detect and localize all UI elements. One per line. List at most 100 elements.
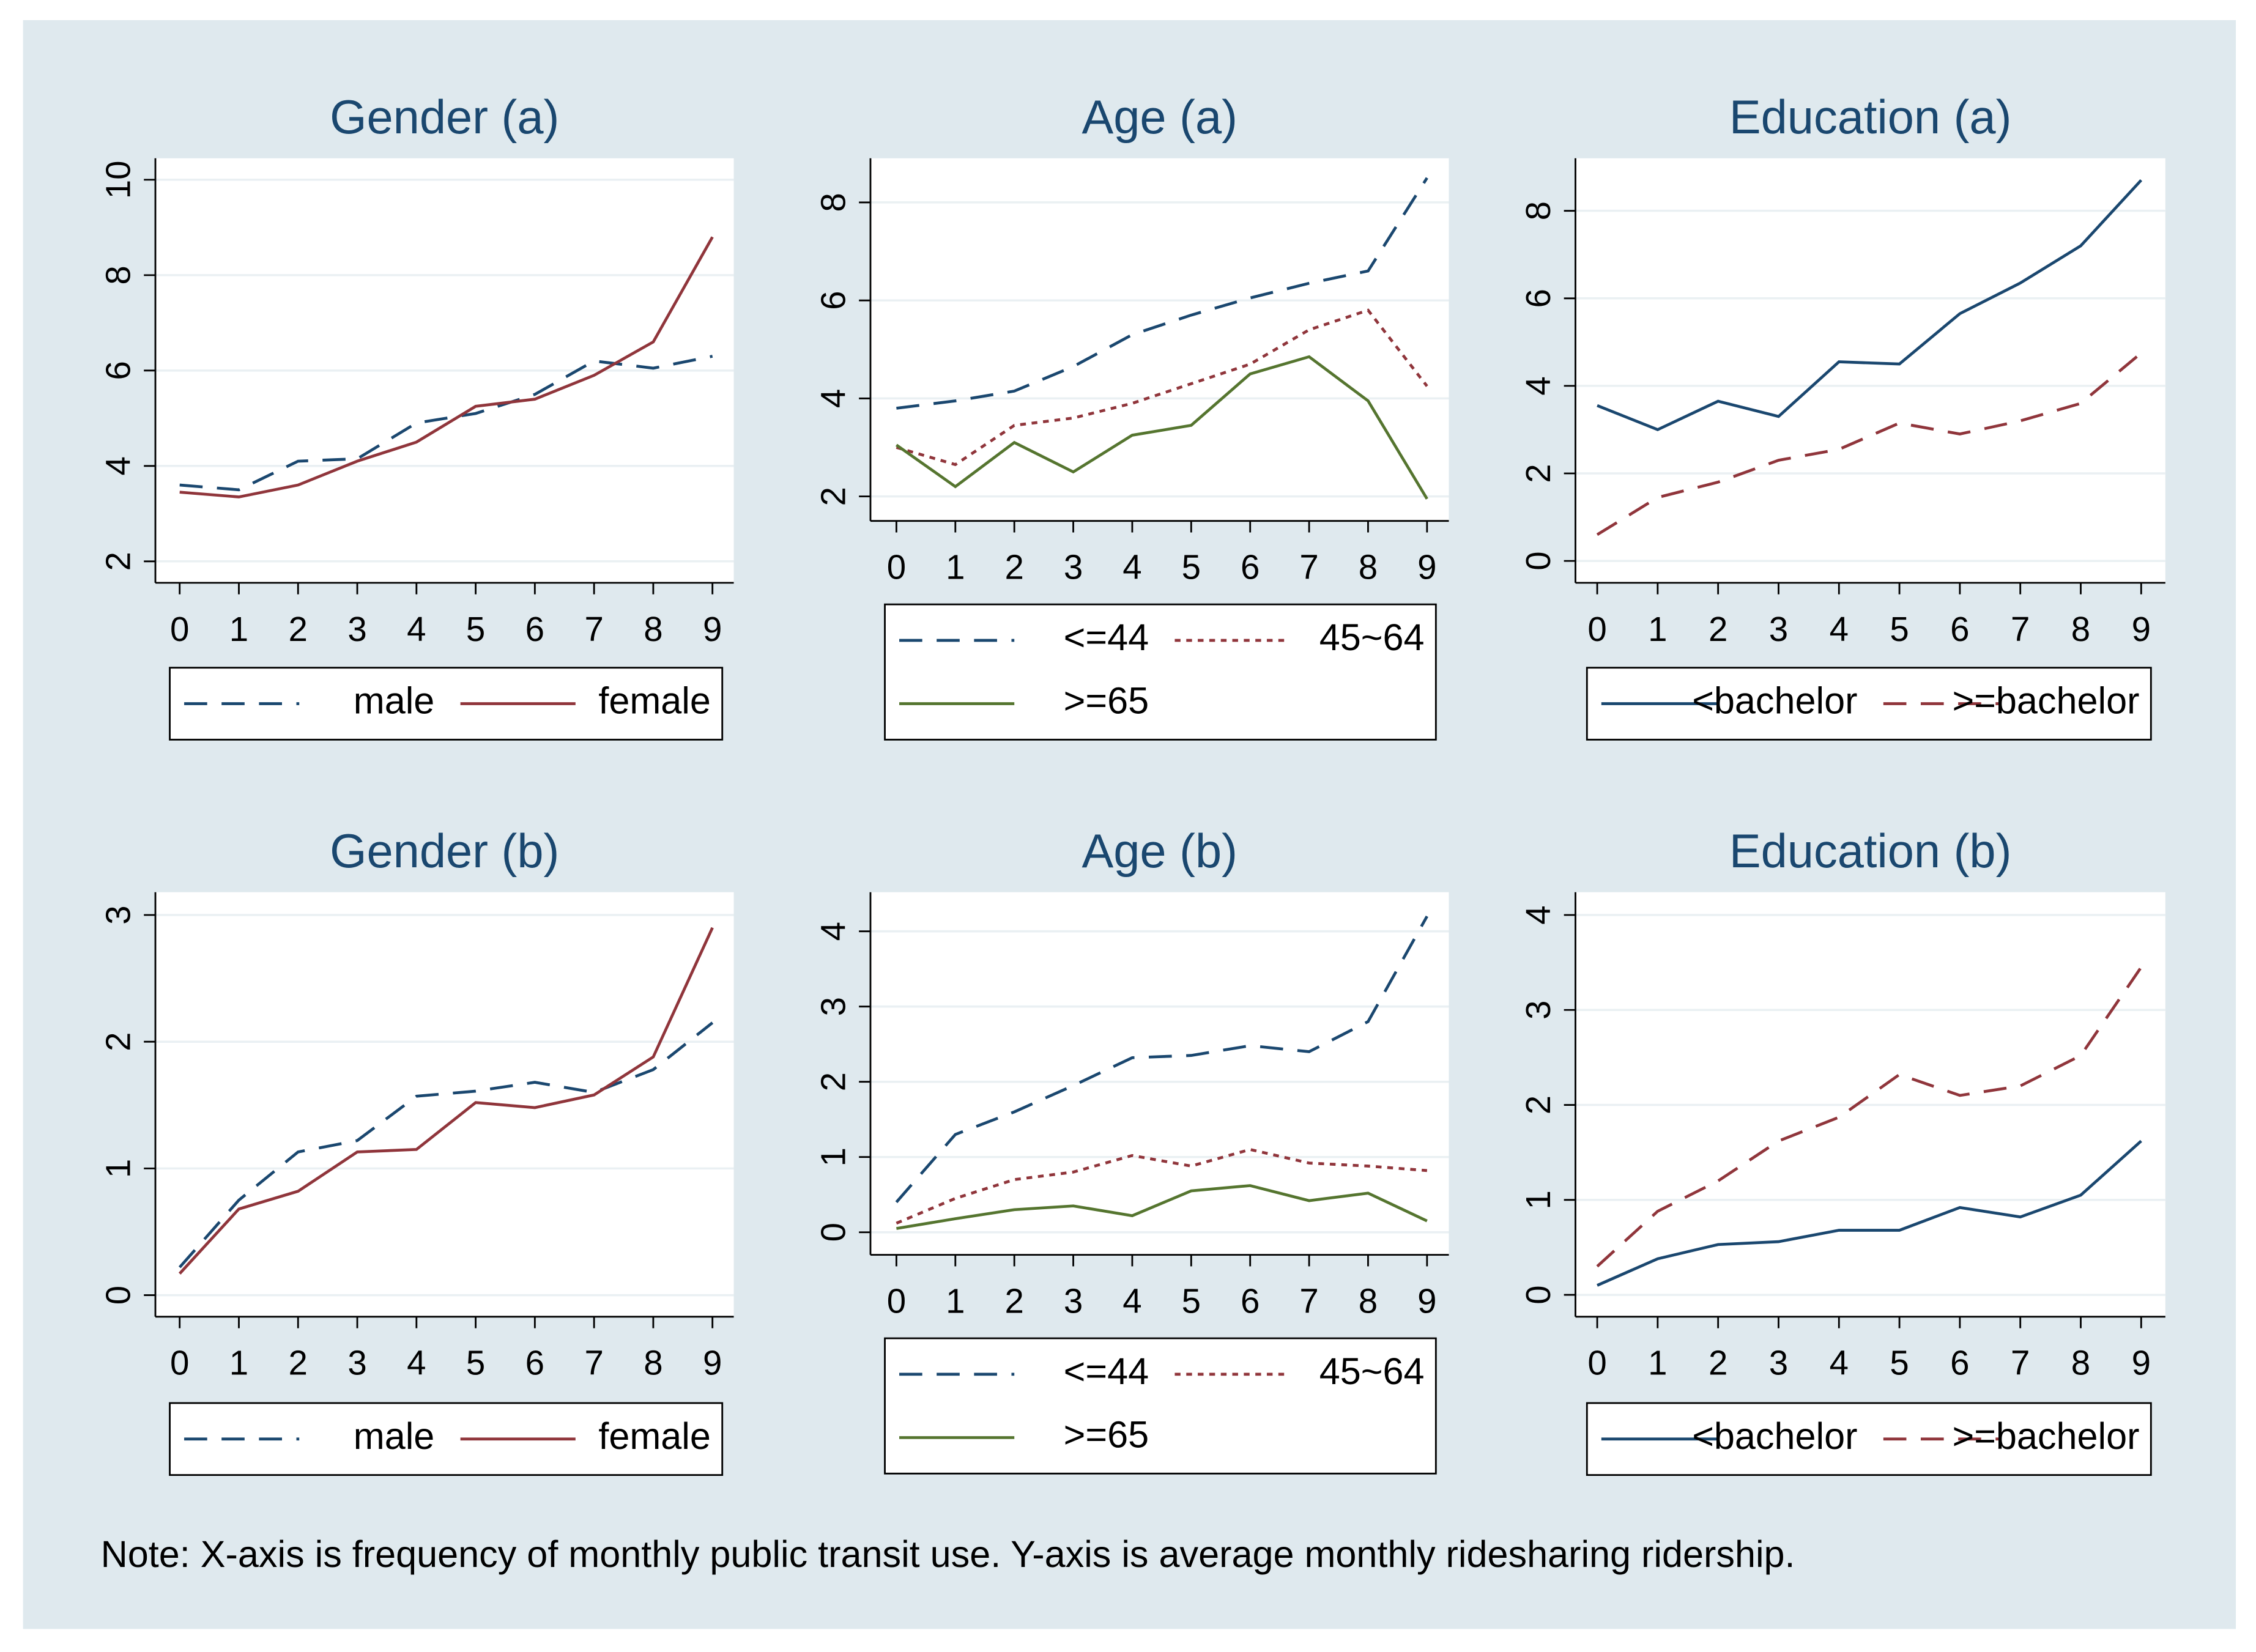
legend-label: <bachelor	[1692, 1415, 1857, 1457]
x-tick-label: 0	[1587, 610, 1606, 648]
x-tick-label: 8	[2071, 1344, 2090, 1382]
x-tick-label: 6	[525, 1344, 544, 1382]
series-line	[178, 1021, 714, 1269]
x-tick-label: 8	[2071, 610, 2090, 648]
panel: Education (b) 0 1 2 3 4 0 1 2 3 4 5 6 7 8 9 <bachelor >=b…	[1519, 825, 2165, 1476]
x-tick-label: 1	[1648, 610, 1667, 648]
legend-label: >=bachelor	[1953, 680, 2140, 722]
x-tick-label: 0	[887, 548, 906, 587]
y-tick-label: 1	[98, 1159, 137, 1178]
y-tick-label: 3	[98, 905, 137, 924]
legend-box	[884, 603, 1437, 741]
x-tick-label: 3	[1064, 548, 1083, 587]
series-line	[1597, 179, 2143, 432]
legend-label: <=44	[1064, 617, 1149, 658]
legend-label: <bachelor	[1692, 680, 1857, 722]
y-tick-label: 2	[98, 552, 137, 571]
series-line	[896, 1147, 1428, 1225]
chart-title: Gender (a)	[330, 91, 559, 144]
y-tick-label: 4	[98, 456, 137, 475]
y-tick-label: 6	[814, 291, 852, 309]
y-tick-label: 6	[98, 361, 137, 380]
legend-label: >=65	[1064, 1414, 1149, 1456]
x-tick-label: 9	[1417, 548, 1436, 587]
panel: Gender (a) 2 4 6 8 10 0 1 2 3 4 5 6 7 8 9 male female	[98, 91, 734, 741]
plot-area	[155, 892, 734, 1317]
plot-area	[870, 158, 1449, 521]
x-tick-label: 2	[289, 1344, 308, 1382]
plot-area	[1575, 158, 2165, 583]
y-tick-label: 8	[1519, 201, 1557, 220]
chart-title: Age (b)	[1082, 825, 1237, 878]
panel: Education (a) 0 2 4 6 8 0 1 2 3 4 5 6 7 8 9 <bachelor >=b…	[1519, 91, 2165, 741]
x-tick-label: 0	[1587, 1344, 1606, 1382]
x-tick-label: 1	[946, 548, 965, 587]
chart-title: Gender (b)	[330, 825, 559, 878]
legend-label: male	[354, 1415, 435, 1457]
chart-title: Education (a)	[1729, 91, 2012, 144]
y-tick-label: 10	[98, 161, 137, 199]
legend-label: >=bachelor	[1953, 1415, 2140, 1457]
x-tick-label: 1	[229, 610, 248, 648]
series-line	[179, 236, 714, 498]
x-tick-label: 2	[1004, 1282, 1023, 1320]
x-tick-label: 6	[1950, 1344, 1969, 1382]
x-tick-label: 4	[407, 1344, 426, 1382]
y-tick-label: 1	[814, 1147, 852, 1166]
x-tick-label: 7	[1299, 1282, 1318, 1320]
x-tick-label: 1	[946, 1282, 965, 1320]
y-tick-label: 4	[814, 389, 852, 408]
x-tick-label: 2	[1004, 548, 1023, 587]
x-tick-label: 9	[2132, 610, 2151, 648]
x-tick-label: 9	[1417, 1282, 1436, 1320]
y-tick-label: 0	[98, 1286, 137, 1305]
x-tick-label: 8	[1359, 548, 1378, 587]
legend-label: male	[354, 680, 435, 722]
x-tick-label: 5	[1182, 1282, 1201, 1320]
x-tick-label: 4	[407, 610, 426, 648]
x-tick-label: 1	[229, 1344, 248, 1382]
y-tick-label: 4	[814, 922, 852, 941]
series-line	[1597, 1139, 2142, 1287]
x-tick-label: 9	[2132, 1344, 2151, 1382]
series-line	[896, 308, 1428, 467]
x-tick-label: 5	[466, 1344, 485, 1382]
x-tick-label: 4	[1122, 548, 1141, 587]
series-line	[895, 915, 1428, 1204]
y-tick-label: 2	[1519, 1095, 1557, 1114]
legend-label: 45~64	[1319, 617, 1425, 658]
legend-label: <=44	[1064, 1350, 1149, 1392]
legend-label: female	[598, 680, 711, 722]
x-tick-label: 0	[170, 610, 189, 648]
x-tick-label: 3	[347, 1344, 366, 1382]
x-tick-label: 9	[703, 1344, 722, 1382]
x-tick-label: 5	[466, 610, 485, 648]
x-tick-label: 7	[2011, 610, 2030, 648]
x-tick-label: 6	[1241, 1282, 1260, 1320]
x-tick-label: 4	[1122, 1282, 1141, 1320]
x-tick-label: 7	[584, 1344, 603, 1382]
legend-label: 45~64	[1319, 1350, 1425, 1392]
x-tick-label: 3	[1064, 1282, 1083, 1320]
legend-label: >=65	[1064, 680, 1149, 722]
x-tick-label: 6	[525, 610, 544, 648]
x-tick-label: 7	[2011, 1344, 2030, 1382]
x-tick-label: 7	[584, 610, 603, 648]
x-tick-label: 3	[1769, 610, 1788, 648]
x-tick-label: 7	[1299, 548, 1318, 587]
x-tick-label: 6	[1950, 610, 1969, 648]
panel: Gender (b) 0 1 2 3 0 1 2 3 4 5 6 7 8 9 male female	[98, 825, 734, 1476]
x-tick-label: 3	[347, 610, 366, 648]
y-tick-label: 8	[814, 193, 852, 212]
x-tick-label: 5	[1890, 610, 1909, 648]
y-tick-label: 0	[1519, 1285, 1557, 1304]
x-tick-label: 8	[644, 1344, 662, 1382]
y-tick-label: 0	[1519, 551, 1557, 570]
y-tick-label: 0	[814, 1223, 852, 1242]
y-tick-label: 3	[1519, 1001, 1557, 1020]
y-tick-label: 4	[1519, 905, 1557, 924]
x-tick-label: 4	[1830, 1344, 1849, 1382]
